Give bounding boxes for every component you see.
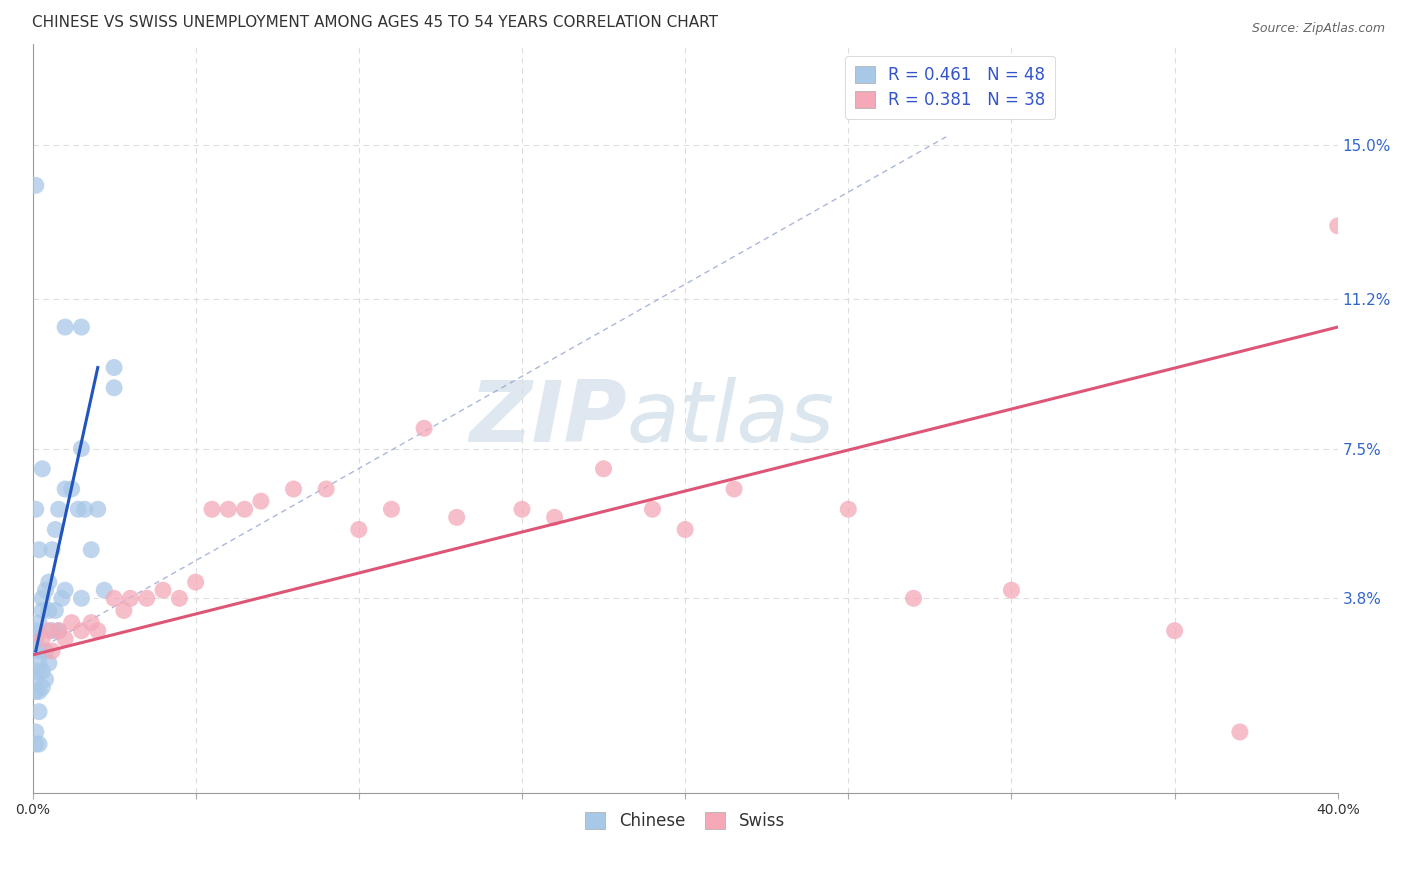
Point — [28, 737, 51, 751]
Point — [641, 502, 664, 516]
Point — [28, 615, 51, 630]
Point — [24, 502, 46, 516]
Point — [120, 591, 142, 606]
Point — [24, 684, 46, 698]
Point — [87, 624, 110, 638]
Point — [135, 591, 157, 606]
Point — [67, 502, 90, 516]
Point — [38, 624, 60, 638]
Point — [315, 482, 337, 496]
Point — [53, 632, 76, 646]
Text: CHINESE VS SWISS UNEMPLOYMENT AMONG AGES 45 TO 54 YEARS CORRELATION CHART: CHINESE VS SWISS UNEMPLOYMENT AMONG AGES… — [32, 15, 718, 30]
Point — [446, 510, 468, 524]
Point — [543, 510, 565, 524]
Point — [24, 624, 46, 638]
Point — [80, 615, 103, 630]
Point — [34, 644, 56, 658]
Point — [723, 482, 745, 496]
Point — [60, 615, 83, 630]
Text: ZIP: ZIP — [468, 376, 627, 459]
Point — [592, 462, 614, 476]
Point — [24, 632, 46, 646]
Point — [169, 591, 191, 606]
Point — [70, 442, 93, 456]
Point — [103, 360, 125, 375]
Point — [41, 624, 63, 638]
Point — [28, 644, 51, 658]
Point — [380, 502, 402, 516]
Point — [24, 737, 46, 751]
Point — [31, 681, 53, 695]
Point — [24, 664, 46, 678]
Point — [24, 673, 46, 687]
Point — [38, 656, 60, 670]
Point — [73, 502, 96, 516]
Point — [70, 624, 93, 638]
Point — [184, 575, 207, 590]
Point — [24, 725, 46, 739]
Point — [837, 502, 859, 516]
Point — [48, 624, 70, 638]
Point — [903, 591, 925, 606]
Point — [413, 421, 436, 435]
Point — [152, 583, 174, 598]
Point — [38, 603, 60, 617]
Point — [31, 591, 53, 606]
Text: atlas: atlas — [627, 376, 834, 459]
Point — [70, 591, 93, 606]
Legend: Chinese, Swiss: Chinese, Swiss — [579, 805, 792, 837]
Point — [510, 502, 533, 516]
Point — [112, 603, 135, 617]
Point — [31, 603, 53, 617]
Point — [44, 523, 66, 537]
Point — [103, 381, 125, 395]
Point — [60, 482, 83, 496]
Point — [51, 591, 73, 606]
Point — [28, 542, 51, 557]
Point — [38, 575, 60, 590]
Point — [233, 502, 256, 516]
Point — [217, 502, 239, 516]
Point — [48, 624, 70, 638]
Point — [70, 320, 93, 334]
Point — [28, 705, 51, 719]
Point — [28, 684, 51, 698]
Point — [53, 583, 76, 598]
Point — [34, 583, 56, 598]
Point — [48, 502, 70, 516]
Point — [31, 664, 53, 678]
Point — [41, 542, 63, 557]
Point — [31, 632, 53, 646]
Point — [283, 482, 305, 496]
Point — [103, 591, 125, 606]
Point — [673, 523, 696, 537]
Point — [80, 542, 103, 557]
Point — [44, 603, 66, 617]
Point — [201, 502, 224, 516]
Point — [53, 482, 76, 496]
Point — [1163, 624, 1185, 638]
Text: Source: ZipAtlas.com: Source: ZipAtlas.com — [1251, 22, 1385, 36]
Point — [347, 523, 370, 537]
Point — [87, 502, 110, 516]
Point — [28, 656, 51, 670]
Point — [1229, 725, 1251, 739]
Point — [1326, 219, 1348, 233]
Point — [31, 462, 53, 476]
Point — [41, 644, 63, 658]
Point — [250, 494, 273, 508]
Point — [93, 583, 115, 598]
Point — [34, 673, 56, 687]
Point — [1000, 583, 1022, 598]
Point — [53, 320, 76, 334]
Point — [24, 178, 46, 193]
